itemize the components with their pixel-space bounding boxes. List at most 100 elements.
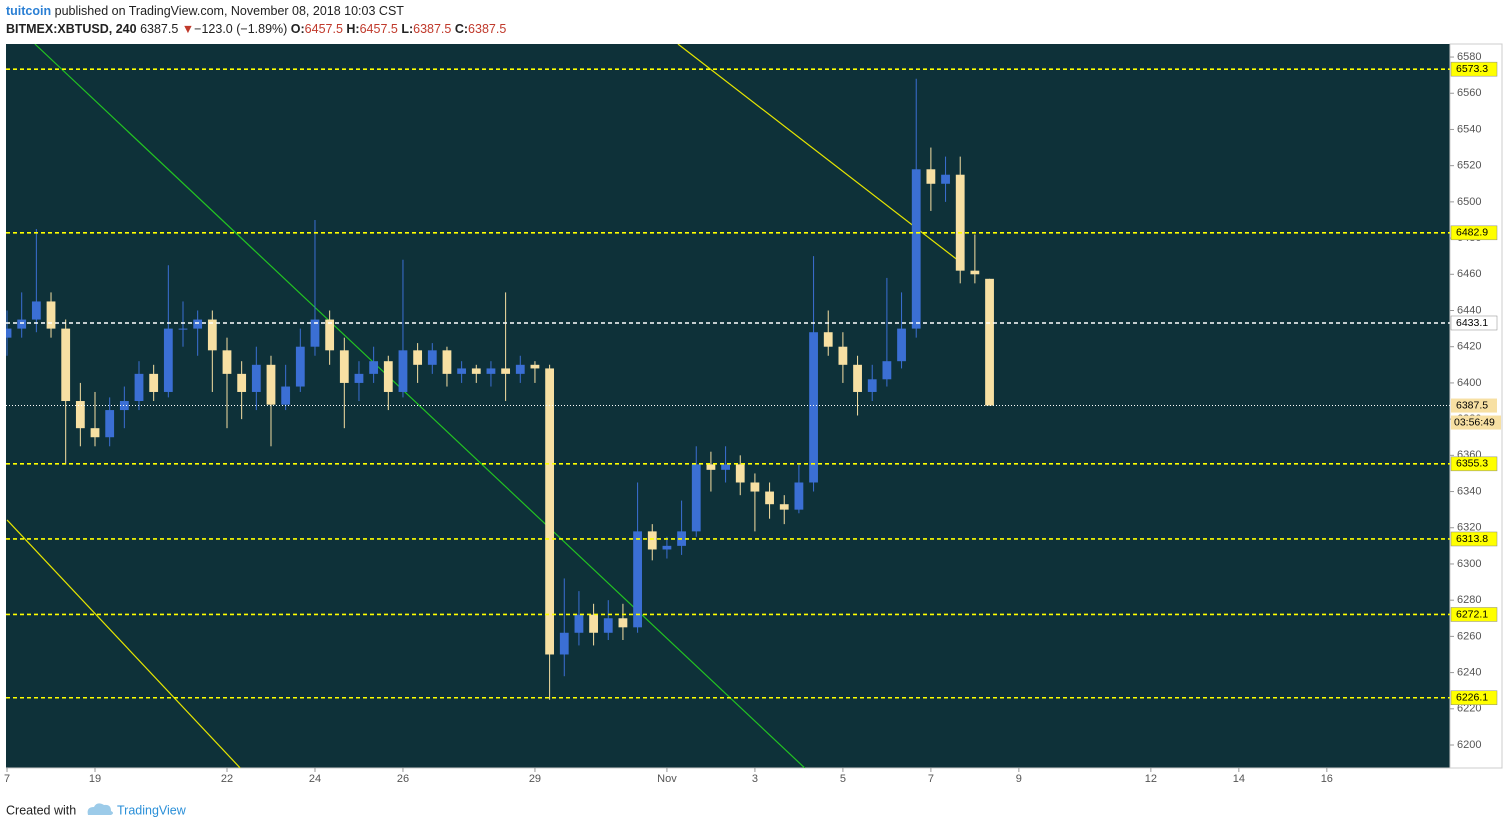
header-line: tuitcoin published on TradingView.com, N… [6,4,404,18]
x-tick-label: 5 [840,773,846,785]
l-label: L: [401,22,413,36]
candle-body [471,368,481,374]
level-label: 6482.9 [1456,227,1488,239]
c-label: C: [455,22,468,36]
candle-body [6,328,12,338]
candle-body [911,169,921,329]
candle-body [515,364,525,374]
candle-body [486,368,496,374]
axes: 6200622062406260628063006320634063606380… [4,51,1501,785]
last-price-label: 6387.5 [1456,399,1488,411]
o: 6457.5 [305,22,343,36]
level-tag [1450,315,1498,331]
candle-body [501,368,511,374]
x-tick-label: 19 [89,773,101,785]
candle-body [779,504,789,510]
candle-body [985,278,994,406]
x-tick-label: 3 [752,773,758,785]
last-price-tag [1451,398,1497,413]
h-label: H: [346,22,359,36]
y-tick-label: 6240 [1457,666,1481,678]
candle-body [398,350,408,392]
candle-body [794,482,804,510]
candle-body [46,301,56,329]
candle-body [413,350,423,365]
candle-body [926,169,936,184]
logo [87,803,113,815]
candle-body [574,614,584,633]
candle-body [383,361,393,392]
candle-body [721,464,730,470]
y-tick-label: 6400 [1457,377,1481,389]
y-tick-label: 6460 [1457,268,1481,280]
trend-line [34,44,806,768]
y-tick-label: 6440 [1457,304,1481,316]
candle-body [266,364,276,405]
x-tick-label: 26 [397,773,409,785]
candle-body [281,386,291,405]
y-tick-label: 6520 [1457,160,1481,172]
candle-body [61,328,71,402]
countdown-tag [1451,415,1501,430]
candle-body [662,545,672,550]
candle-body [955,174,965,271]
candle-body [442,350,452,374]
candle-body [105,410,115,438]
candle-body [765,491,774,505]
candle-body [633,531,642,628]
y-tick-label: 6420 [1457,341,1481,353]
change: −123.0 (−1.89%) [194,22,287,36]
candle-body [295,346,305,387]
candle-body [354,373,364,383]
candle-body [559,632,569,655]
candle-body [75,401,85,429]
level-label: 6573.3 [1456,63,1488,75]
candle-body [325,319,335,351]
plot [6,44,1450,768]
candle-body [31,301,41,320]
candle-body [222,350,232,374]
y-tick-label: 6200 [1457,739,1481,751]
y-tick-label: 6260 [1457,630,1481,642]
candle-body [163,328,173,392]
candle-body [970,270,980,275]
countdown: 03:56:49 [1454,416,1495,428]
y-tick-label: 6580 [1457,51,1481,63]
y-tick-label: 6540 [1457,123,1481,135]
candle-body [178,328,188,330]
x-tick-label: 7 [4,773,10,785]
candle-body [530,364,540,369]
level-label: 6355.3 [1456,458,1488,470]
x-tick-label: 12 [1145,773,1157,785]
y-tick-label: 6280 [1457,594,1481,606]
level-tag [1450,690,1498,706]
y-tick-label: 6220 [1457,703,1481,715]
candle-body [882,361,892,380]
y-tick-label: 6500 [1457,196,1481,208]
candle-body [207,319,217,351]
level-label: 6313.8 [1456,533,1488,545]
author: tuitcoin [6,4,51,18]
l: 6387.5 [413,22,451,36]
candle-body [867,379,877,392]
brand[interactable]: TradingView [117,803,187,817]
candle-body [750,482,760,492]
candle-body [589,614,599,633]
candle-body [545,368,555,655]
y-tick-label: 6320 [1457,522,1481,534]
level-tag [1450,456,1498,472]
h: 6457.5 [360,22,398,36]
level-tag [1450,225,1498,241]
candle-body [941,174,950,184]
candle-body [369,361,379,374]
x-tick-label: 22 [221,773,233,785]
x-tick-label: 9 [1016,773,1022,785]
symbol: BITMEX:XBTUSD, 240 [6,22,137,36]
candle-body [251,364,261,392]
x-tick-label: Nov [657,773,677,785]
x-tick-label: 24 [309,773,321,785]
candle-body [603,618,613,633]
level-label: 6433.1 [1456,317,1488,329]
candle-body [134,373,144,402]
